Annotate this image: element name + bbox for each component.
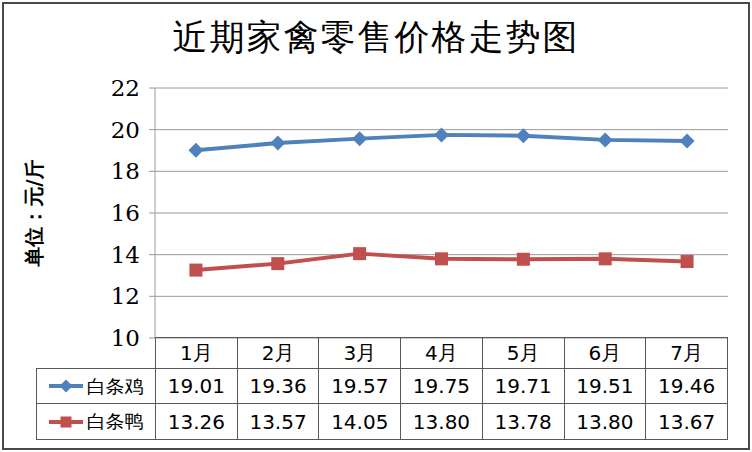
data-point-square (271, 257, 284, 270)
y-tick-label: 20 (40, 115, 140, 145)
data-table: 1月2月3月4月5月6月7月白条鸡19.0119.3619.5719.7519.… (36, 337, 728, 440)
value-cell: 13.78 (482, 404, 564, 440)
value-cell: 13.26 (156, 404, 238, 440)
data-point-square (353, 247, 366, 260)
month-header-cell: 2月 (237, 338, 319, 369)
legend-line-diamond-icon (49, 378, 83, 394)
value-cell: 19.01 (156, 369, 238, 404)
y-tick-label: 12 (40, 281, 140, 311)
legend-key: 白条鸭 (37, 412, 155, 431)
data-point-square (517, 253, 530, 266)
month-header-cell: 4月 (401, 338, 483, 369)
value-cell: 19.46 (646, 369, 728, 404)
value-cell: 19.36 (237, 369, 319, 404)
value-cell: 13.57 (237, 404, 319, 440)
table-corner-placeholder (37, 338, 156, 369)
legend-cell: 白条鸭 (37, 404, 156, 440)
legend-key: 白条鸡 (37, 377, 155, 396)
month-header-cell: 5月 (482, 338, 564, 369)
value-cell: 14.05 (319, 404, 401, 440)
data-point-square (599, 252, 612, 265)
data-point-diamond (680, 133, 695, 148)
data-point-square (681, 255, 694, 268)
month-header-cell: 7月 (646, 338, 728, 369)
value-cell: 19.71 (482, 369, 564, 404)
table-row: 白条鸭13.2613.5714.0513.8013.7813.8013.67 (37, 404, 728, 440)
plot-area (145, 85, 735, 341)
y-tick-label: 14 (40, 240, 140, 270)
value-cell: 13.67 (646, 404, 728, 440)
month-header-cell: 1月 (156, 338, 238, 369)
data-point-diamond (188, 143, 203, 158)
value-cell: 19.75 (401, 369, 483, 404)
value-cell: 19.57 (319, 369, 401, 404)
data-point-diamond (598, 132, 613, 147)
value-cell: 13.80 (401, 404, 483, 440)
y-tick-label: 16 (40, 198, 140, 228)
data-point-diamond (516, 128, 531, 143)
legend-line-square-icon (49, 414, 83, 430)
month-header-cell: 6月 (564, 338, 646, 369)
data-point-diamond (352, 131, 367, 146)
series-name: 白条鸡 (87, 377, 144, 396)
chart-canvas: 近期家禽零售价格走势图 单位：元/斤 10121416182022 1月2月3月… (0, 0, 752, 452)
y-tick-label: 18 (40, 156, 140, 186)
value-cell: 13.80 (564, 404, 646, 440)
chart-title: 近期家禽零售价格走势图 (0, 14, 752, 61)
series-name: 白条鸭 (87, 412, 144, 431)
table-row: 白条鸡 19.0119.3619.5719.7519.7119.5119.46 (37, 369, 728, 404)
legend-cell: 白条鸡 (37, 369, 156, 404)
data-point-diamond (270, 136, 285, 151)
data-point-square (435, 252, 448, 265)
y-tick-label: 22 (40, 73, 140, 103)
value-cell: 19.51 (564, 369, 646, 404)
month-header-cell: 3月 (319, 338, 401, 369)
data-point-square (189, 264, 202, 277)
